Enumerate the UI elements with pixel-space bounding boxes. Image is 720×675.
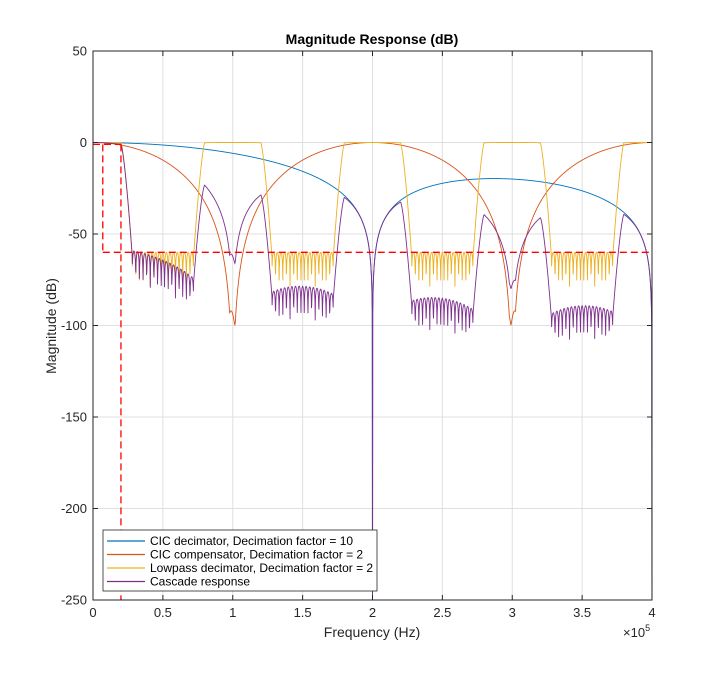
y-tick-label: -50 [68, 227, 87, 242]
x-tick-label: 0.5 [154, 605, 172, 620]
y-tick-label: -250 [61, 593, 87, 608]
chart-title: Magnitude Response (dB) [286, 31, 459, 47]
series-line-lowpass [93, 142, 652, 287]
legend-box [102, 529, 378, 592]
series-layer [93, 142, 652, 600]
series-line-cascade [93, 142, 652, 600]
x-tick-label: 3 [509, 605, 516, 620]
x-exponent-label: ×105 [623, 623, 650, 640]
x-tick-label: 2 [369, 605, 376, 620]
x-tick-label: 0 [89, 605, 96, 620]
legend: CIC decimator, Decimation factor = 10CIC… [102, 529, 378, 592]
spec-mask-layer [93, 143, 652, 600]
x-tick-label: 2.5 [433, 605, 451, 620]
y-tick-label: 50 [73, 44, 87, 59]
x-tick-label: 1 [229, 605, 236, 620]
y-tick-label: -200 [61, 501, 87, 516]
ticks: 0 0.5 1 1.5 2 2.5 3 3.5 4 50 0 -50 -100 -150 -200 -250 [61, 44, 656, 621]
y-tick-label: -100 [61, 318, 87, 333]
legend-entry: Cascade response [150, 575, 250, 589]
x-tick-label: 4 [648, 605, 655, 620]
legend-entry: Lowpass decimator, Decimation factor = 2 [150, 561, 373, 575]
x-axis-label: Frequency (Hz) [324, 624, 420, 640]
y-axis-label: Magnitude (dB) [43, 278, 59, 374]
x-tick-label: 1.5 [294, 605, 312, 620]
x-tick-label: 3.5 [573, 605, 591, 620]
y-tick-label: -150 [61, 410, 87, 425]
series-line-cic [93, 142, 652, 600]
legend-entry: CIC compensator, Decimation factor = 2 [150, 548, 363, 562]
y-tick-label: 0 [80, 135, 87, 150]
legend-entry: CIC decimator, Decimation factor = 10 [150, 534, 353, 548]
